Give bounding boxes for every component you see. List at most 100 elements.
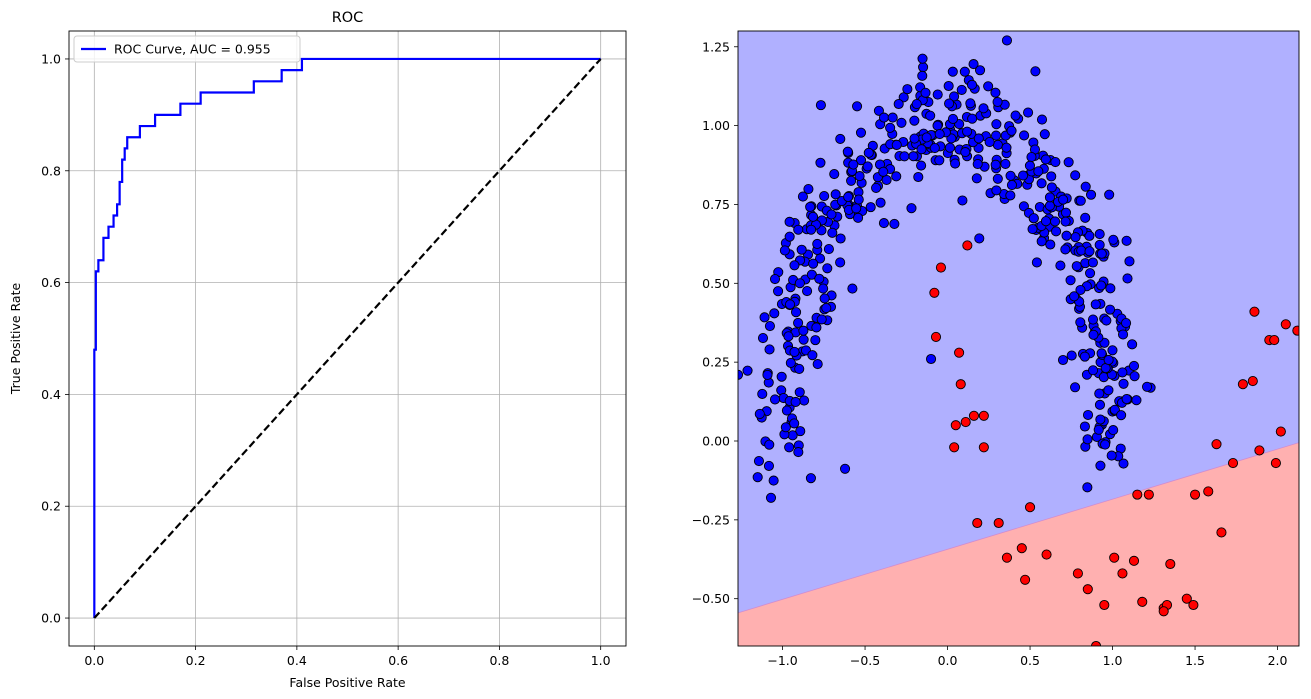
roc-x-axis-label: False Positive Rate (289, 675, 405, 690)
class-0-point (791, 307, 802, 318)
roc-y-tick-label: 0.2 (41, 499, 61, 514)
class-0-point (991, 130, 1002, 141)
class-0-point (1103, 385, 1114, 396)
class-0-point (917, 70, 928, 81)
class-0-point (1071, 261, 1082, 272)
class-1-point (1216, 527, 1227, 538)
class-0-point (921, 132, 932, 143)
class-0-point (1087, 257, 1098, 268)
class-0-point (753, 455, 765, 467)
class-0-point (1124, 256, 1135, 267)
class-0-point (1122, 273, 1133, 284)
class-0-point (918, 62, 929, 73)
class-0-point (1058, 194, 1069, 205)
class-0-point (765, 492, 777, 503)
class-0-point (807, 350, 818, 361)
class-0-point (1121, 318, 1132, 329)
class-0-point (891, 139, 902, 150)
class-0-point (909, 133, 920, 144)
class-0-point (990, 87, 1001, 98)
class-0-point (783, 331, 794, 342)
roc-curve-line (93, 57, 601, 619)
class-0-point (764, 320, 775, 332)
class-0-point (1082, 482, 1093, 493)
class-1-point (1158, 606, 1169, 617)
roc-y-tick-label: 1.0 (41, 51, 61, 66)
class-0-point (875, 197, 886, 208)
class-0-point (839, 463, 851, 474)
class-0-point (1057, 354, 1069, 366)
class-0-point (1060, 244, 1071, 255)
class-0-point (947, 113, 959, 124)
decision-boundary-chart: −1.0 −0.5 0.0 0.5 1.0 1.5 2.0 −0.50 −0.25 0.00 0.… (692, 30, 1300, 668)
class-0-point (891, 171, 902, 182)
roc-y-axis-label: True Positive Rate (8, 283, 23, 396)
class-0-point (823, 244, 834, 255)
class-0-point (1104, 189, 1115, 200)
db-x-tick-label: 0.5 (1020, 653, 1040, 668)
class-0-point (992, 96, 1003, 108)
class-0-point (899, 151, 910, 162)
class-0-point (855, 155, 867, 166)
class-0-point (1087, 314, 1099, 325)
class-1-point (993, 517, 1004, 529)
class-0-point (1129, 371, 1140, 382)
class-0-point (835, 257, 846, 268)
roc-lines (93, 57, 602, 619)
class-0-point (855, 127, 867, 138)
class-0-point (1080, 212, 1091, 223)
class-0-point (913, 171, 924, 183)
class-0-point (1100, 439, 1111, 450)
class-0-point (810, 335, 821, 346)
class-0-point (806, 224, 817, 235)
class-0-point (789, 418, 800, 429)
roc-y-tick-label: 0.0 (41, 611, 61, 626)
class-0-point (1121, 235, 1132, 246)
class-0-point (1106, 450, 1117, 461)
class-1-point (1132, 489, 1143, 500)
class-0-point (1061, 230, 1072, 241)
class-0-point (1044, 192, 1055, 203)
class-0-point (1070, 170, 1081, 181)
class-1-point (1203, 486, 1214, 497)
class-0-point (1051, 226, 1062, 237)
class-1-point (935, 262, 947, 273)
class-0-point (906, 203, 917, 214)
class-1-point (978, 410, 989, 421)
class-0-point (815, 157, 826, 168)
class-0-point (808, 258, 819, 269)
class-0-point (1131, 395, 1142, 406)
class-0-point (1108, 425, 1119, 436)
class-0-point (1116, 410, 1127, 421)
class-0-point (819, 190, 830, 202)
class-0-point (802, 286, 813, 297)
class-0-point (947, 66, 958, 77)
class-1-point (1275, 426, 1286, 437)
class-0-point (1103, 354, 1114, 366)
class-0-point (932, 120, 943, 131)
roc-y-tick-label: 0.8 (41, 163, 61, 178)
class-0-point (984, 136, 995, 148)
class-0-point (972, 158, 983, 170)
class-1-point (1099, 599, 1110, 611)
class-0-point (793, 447, 804, 458)
class-0-point (1050, 216, 1061, 227)
class-0-point (769, 273, 781, 285)
class-0-point (1055, 260, 1066, 271)
class-0-point (1040, 154, 1051, 165)
class-0-point (1142, 381, 1153, 392)
class-0-point (807, 211, 819, 222)
class-0-point (1095, 414, 1106, 425)
class-1-point (1109, 552, 1120, 563)
class-0-point (929, 142, 940, 154)
class-0-point (959, 66, 970, 77)
class-1-point (1025, 502, 1036, 513)
db-y-tick-label: 0.00 (702, 434, 730, 449)
class-1-point (960, 417, 971, 428)
class-0-point (1094, 239, 1105, 250)
chance-diagonal-line (93, 58, 602, 619)
class-0-point (926, 353, 937, 365)
class-0-point (1005, 170, 1016, 181)
class-0-point (1108, 234, 1119, 245)
roc-x-tick-label: 1.0 (591, 653, 611, 668)
